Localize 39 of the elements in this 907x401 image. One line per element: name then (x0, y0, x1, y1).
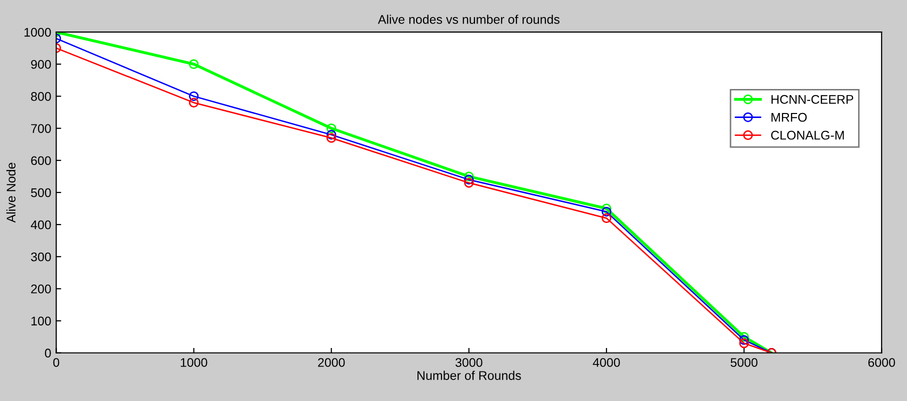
y-tick-label: 700 (31, 124, 51, 133)
point (602, 206, 612, 217)
x-tick-label: 6000 (868, 358, 896, 367)
point (602, 204, 612, 214)
point (602, 213, 612, 224)
x-tick-label: 2000 (318, 358, 345, 367)
point (188, 91, 199, 102)
point (464, 172, 474, 182)
point (464, 174, 474, 185)
y-tick-label: 900 (31, 60, 51, 69)
point (326, 133, 336, 143)
point (739, 335, 749, 345)
point (188, 98, 199, 108)
y-tick-label: 400 (30, 220, 51, 230)
point (464, 178, 474, 188)
point (739, 338, 749, 348)
x-tick-label: 5000 (730, 358, 758, 367)
point (739, 332, 749, 342)
legend-label: HCNN-CEERP (772, 94, 854, 104)
x-tick-label: 0 (53, 358, 60, 367)
y-axis-title: Alive Node (6, 162, 16, 223)
y-tick-label: 1000 (24, 28, 51, 37)
x-tick-label: 1000 (180, 358, 208, 367)
legend-label: CLONALG-M (771, 130, 844, 140)
x-tick-label: 4000 (592, 358, 620, 367)
y-tick-label: 800 (31, 92, 51, 101)
point (188, 59, 199, 70)
y-tick-label: 200 (31, 284, 51, 294)
x-axis-title: Number of Rounds (417, 370, 521, 380)
x-tick-label: 3000 (455, 358, 482, 367)
y-tick-label: 300 (30, 252, 51, 262)
chart-title: Alive nodes vs number of rounds (378, 14, 560, 24)
point (326, 123, 336, 134)
y-tick-label: 0 (44, 348, 51, 358)
y-tick-label: 100 (31, 316, 51, 326)
legend-label: MRFO (772, 112, 807, 122)
y-tick-label: 500 (31, 188, 51, 198)
y-tick-label: 600 (31, 156, 51, 166)
point (326, 130, 336, 140)
